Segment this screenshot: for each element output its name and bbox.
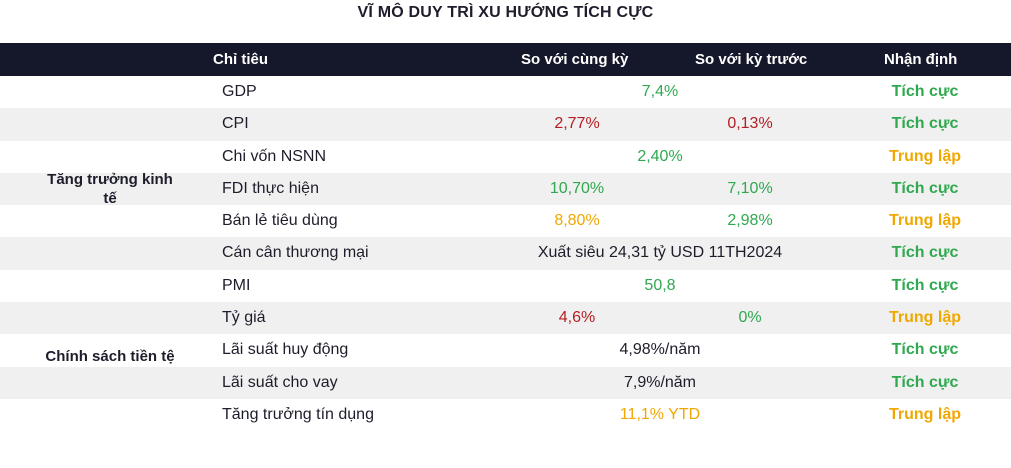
row-value: Xuất siêu 24,31 tỷ USD 11TH2024 (537, 244, 783, 262)
row-assessment: Tích cực (891, 244, 959, 262)
row-label: Bán lẻ tiêu dùng (222, 212, 338, 230)
row-assessment: Tích cực (891, 179, 959, 197)
row-label: Tăng trưởng tín dụng (222, 405, 374, 423)
row-mom-value: 2,98% (727, 212, 773, 230)
row-assessment: Trung lập (889, 405, 961, 423)
row-label: Lãi suất cho vay (222, 373, 338, 391)
row-assessment: Tích cực (891, 115, 959, 133)
row-label: Chi vốn NSNN (222, 147, 327, 165)
page-title: VĨ MÔ DUY TRÌ XU HƯỚNG TÍCH CỰC (357, 4, 654, 21)
row-mom-value: 7,10% (727, 179, 773, 197)
group-economic-growth: Tăng trưởng kinh tế (47, 171, 173, 207)
table-row: Lãi suất huy động 4,98%/năm Tích cực (0, 334, 1011, 366)
row-value: 50,8 (644, 276, 676, 294)
row-value: 11,1% YTD (619, 405, 701, 423)
row-yoy-value: 10,70% (549, 179, 605, 197)
row-label: FDI thực hiện (222, 179, 319, 197)
row-label: Tỷ giá (222, 309, 266, 327)
table-row: Cán cân thương mại Xuất siêu 24,31 tỷ USD… (0, 237, 1011, 270)
row-value: 7,4% (641, 83, 679, 100)
table-row: Tỷ giá 4,6% 0% Trung lập (0, 302, 1011, 335)
row-mom-value: 0,13% (727, 115, 773, 133)
row-yoy-value: 2,77% (554, 115, 600, 133)
header-mom: So với kỳ trước (695, 51, 808, 68)
row-value: 7,9%/năm (623, 373, 697, 391)
row-assessment: Trung lập (889, 212, 961, 230)
row-yoy-value: 8,80% (554, 212, 600, 230)
table-row: FDI thực hiện 10,70% 7,10% Tích cực (0, 172, 1011, 206)
table-row: CPI 2,77% 0,13% Tích cực (0, 108, 1011, 141)
row-label: Lãi suất huy động (222, 341, 349, 359)
row-assessment: Tích cực (891, 83, 959, 100)
table-row: Chi vốn NSNN 2,40% Trung lập (0, 141, 1011, 173)
table-row: PMI 50,8 Tích cực (0, 270, 1011, 302)
row-assessment: Tích cực (891, 373, 959, 391)
row-mom-value: 0% (738, 309, 762, 327)
table-row: Bán lẻ tiêu dùng 8,80% 2,98% Trung lập (0, 205, 1011, 237)
row-assessment: Trung lập (889, 309, 961, 327)
row-label: PMI (222, 276, 251, 294)
row-yoy-value: 4,6% (558, 309, 596, 327)
table-row: Tăng trưởng tín dụng 11,1% YTD Trung lập (0, 399, 1011, 431)
table-header: Chỉ tiêu So với cùng kỳ So với kỳ trước … (0, 43, 1011, 76)
group-monetary-policy: Chính sách tiền tệ (45, 348, 175, 365)
row-value: 2,40% (637, 147, 683, 165)
row-value: 4,98%/năm (619, 341, 701, 359)
header-assessment: Nhận định (884, 51, 958, 68)
macro-table: Chỉ tiêu So với cùng kỳ So với kỳ trước … (0, 43, 1011, 431)
table-row: GDP 7,4% Tích cực (0, 76, 1011, 108)
row-label: CPI (222, 115, 249, 133)
header-yoy: So với cùng kỳ (521, 51, 629, 68)
row-assessment: Trung lập (889, 147, 961, 165)
header-indicator: Chỉ tiêu (213, 51, 268, 68)
row-assessment: Tích cực (891, 341, 959, 359)
table-body: GDP 7,4% Tích cực CPI 2,77% 0,13% Tích cực Chi … (0, 76, 1011, 431)
row-assessment: Tích cực (891, 276, 959, 294)
row-label: GDP (222, 83, 257, 100)
row-label: Cán cân thương mại (222, 244, 369, 262)
table-row: Lãi suất cho vay 7,9%/năm Tích cực (0, 366, 1011, 399)
